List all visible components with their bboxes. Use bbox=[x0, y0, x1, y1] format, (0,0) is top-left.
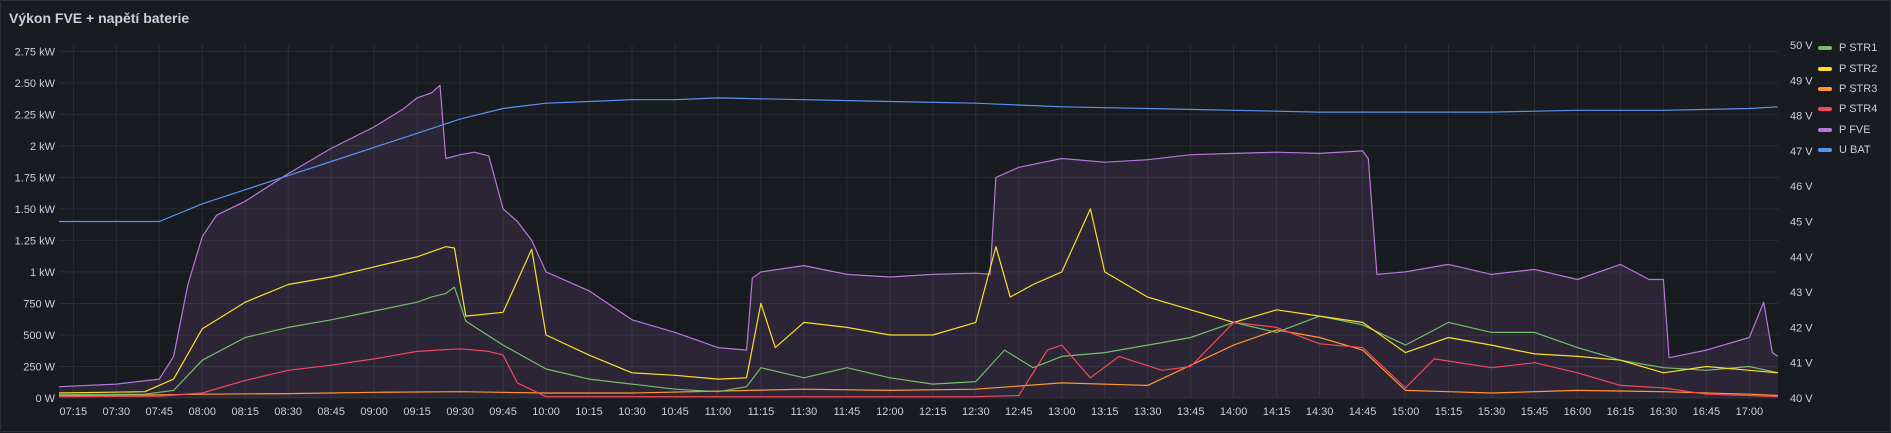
x-tick-label: 11:15 bbox=[748, 406, 775, 418]
y-tick-label-right: 44 V bbox=[1790, 252, 1813, 264]
x-tick-label: 10:15 bbox=[575, 406, 603, 418]
y-axis-left: 0 W 250 W 500 W 750 W 1 kW 1.25 kW 1.50 kW 1.75… bbox=[15, 46, 56, 405]
legend-item[interactable]: P STR3 bbox=[1818, 79, 1877, 99]
panel-title: Výkon FVE + napětí baterie bbox=[9, 10, 190, 26]
x-tick-label: 15:45 bbox=[1521, 406, 1549, 418]
legend-label: P FVE bbox=[1839, 123, 1871, 136]
x-tick-label: 13:30 bbox=[1134, 406, 1162, 418]
x-tick-label: 12:15 bbox=[919, 406, 947, 418]
y-tick-label-left: 1 kW bbox=[30, 267, 56, 279]
y-tick-label-right: 45 V bbox=[1790, 217, 1813, 229]
x-tick-label: 14:15 bbox=[1263, 406, 1291, 418]
x-tick-label: 13:45 bbox=[1177, 406, 1205, 418]
x-tick-label: 14:30 bbox=[1306, 406, 1334, 418]
series-line-p-str4 bbox=[58, 321, 1779, 398]
y-tick-label-left: 2.50 kW bbox=[15, 78, 56, 90]
legend-label: P STR2 bbox=[1839, 62, 1878, 75]
y-tick-label-left: 1.50 kW bbox=[15, 204, 56, 216]
y-tick-label-left: 250 W bbox=[23, 361, 55, 373]
x-tick-label: 08:00 bbox=[188, 406, 216, 418]
x-tick-label: 14:00 bbox=[1220, 406, 1248, 418]
x-tick-label: 10:00 bbox=[532, 406, 560, 418]
legend-label: P STR1 bbox=[1839, 42, 1878, 55]
legend: P STR1 P STR2 P STR3 P STR4 P FVE U BAT bbox=[1818, 38, 1877, 160]
x-tick-label: 11:00 bbox=[705, 406, 732, 418]
legend-swatch bbox=[1818, 127, 1832, 132]
x-tick-label: 17:00 bbox=[1736, 406, 1764, 418]
y-tick-label-left: 500 W bbox=[23, 330, 55, 342]
x-tick-label: 16:15 bbox=[1607, 406, 1635, 418]
legend-label: U BAT bbox=[1839, 144, 1871, 157]
x-tick-label: 13:15 bbox=[1091, 406, 1119, 418]
y-tick-label-left: 2.75 kW bbox=[15, 46, 56, 58]
legend-item[interactable]: U BAT bbox=[1818, 140, 1877, 160]
series-line-p-fve bbox=[58, 84, 1779, 388]
y-tick-label-left: 1.75 kW bbox=[15, 172, 56, 184]
x-tick-label: 09:30 bbox=[446, 406, 474, 418]
x-tick-label: 08:30 bbox=[274, 406, 302, 418]
y-tick-label-left: 2 kW bbox=[30, 141, 56, 153]
y-tick-label-right: 43 V bbox=[1790, 287, 1813, 299]
x-tick-label: 09:15 bbox=[403, 406, 431, 418]
x-tick-label: 14:45 bbox=[1349, 406, 1377, 418]
x-tick-label: 16:45 bbox=[1693, 406, 1721, 418]
y-tick-label-right: 50 V bbox=[1790, 40, 1813, 52]
y-tick-label-left: 2.25 kW bbox=[15, 109, 56, 121]
x-tick-label: 10:45 bbox=[661, 406, 689, 418]
legend-item[interactable]: P FVE bbox=[1818, 120, 1877, 140]
legend-label: P STR4 bbox=[1839, 103, 1878, 116]
legend-swatch bbox=[1818, 46, 1832, 51]
series-line-p-str3 bbox=[58, 329, 1779, 397]
legend-swatch bbox=[1818, 107, 1832, 112]
legend-item[interactable]: P STR4 bbox=[1818, 99, 1877, 119]
x-tick-label: 16:30 bbox=[1650, 406, 1678, 418]
y-tick-label-right: 40 V bbox=[1790, 393, 1813, 405]
x-tick-label: 12:00 bbox=[876, 406, 904, 418]
legend-item[interactable]: P STR1 bbox=[1818, 38, 1877, 58]
y-tick-label-right: 47 V bbox=[1790, 146, 1813, 158]
x-tick-label: 07:15 bbox=[60, 406, 88, 418]
x-tick-label: 07:45 bbox=[146, 406, 174, 418]
x-tick-label: 12:30 bbox=[962, 406, 990, 418]
y-tick-label-right: 46 V bbox=[1790, 181, 1813, 193]
y-tick-label-right: 42 V bbox=[1790, 322, 1813, 334]
y-tick-label-left: 750 W bbox=[23, 298, 55, 310]
series-line-p-str1 bbox=[58, 286, 1779, 396]
y-tick-label-left: 0 W bbox=[35, 393, 55, 405]
series-line-p-str2 bbox=[58, 208, 1779, 394]
y-tick-label-right: 49 V bbox=[1790, 75, 1813, 87]
legend-item[interactable]: P STR2 bbox=[1818, 58, 1877, 78]
x-tick-label: 09:00 bbox=[360, 406, 388, 418]
x-tick-label: 16:00 bbox=[1564, 406, 1592, 418]
x-tick-label: 10:30 bbox=[618, 406, 646, 418]
legend-swatch bbox=[1818, 148, 1832, 153]
x-tick-label: 12:45 bbox=[1005, 406, 1033, 418]
x-tick-label: 15:30 bbox=[1478, 406, 1506, 418]
legend-label: P STR3 bbox=[1839, 82, 1878, 95]
x-tick-label: 11:30 bbox=[791, 406, 818, 418]
x-axis: 07:15 07:30 07:45 08:00 08:15 08:30 08:45 09:00… bbox=[60, 406, 1764, 418]
y-tick-label-right: 41 V bbox=[1790, 358, 1813, 370]
x-tick-label: 08:15 bbox=[231, 406, 259, 418]
legend-swatch bbox=[1818, 86, 1832, 91]
x-tick-label: 13:00 bbox=[1048, 406, 1076, 418]
x-tick-label: 08:45 bbox=[317, 406, 345, 418]
series-line-u-bat bbox=[59, 97, 1779, 223]
x-tick-label: 15:15 bbox=[1435, 406, 1463, 418]
y-tick-label-right: 48 V bbox=[1790, 111, 1813, 123]
y-axis-right: 40 V 41 V 42 V 43 V 44 V 45 V 46 V 47 V 48 V 49 V… bbox=[1790, 40, 1813, 405]
legend-swatch bbox=[1818, 66, 1832, 71]
x-tick-label: 07:30 bbox=[103, 406, 131, 418]
x-tick-label: 15:00 bbox=[1392, 406, 1420, 418]
y-tick-label-left: 1.25 kW bbox=[15, 235, 56, 247]
x-tick-label: 11:45 bbox=[834, 406, 861, 418]
plot-area bbox=[58, 84, 1779, 399]
x-tick-label: 09:45 bbox=[489, 406, 517, 418]
grid bbox=[59, 45, 1778, 399]
